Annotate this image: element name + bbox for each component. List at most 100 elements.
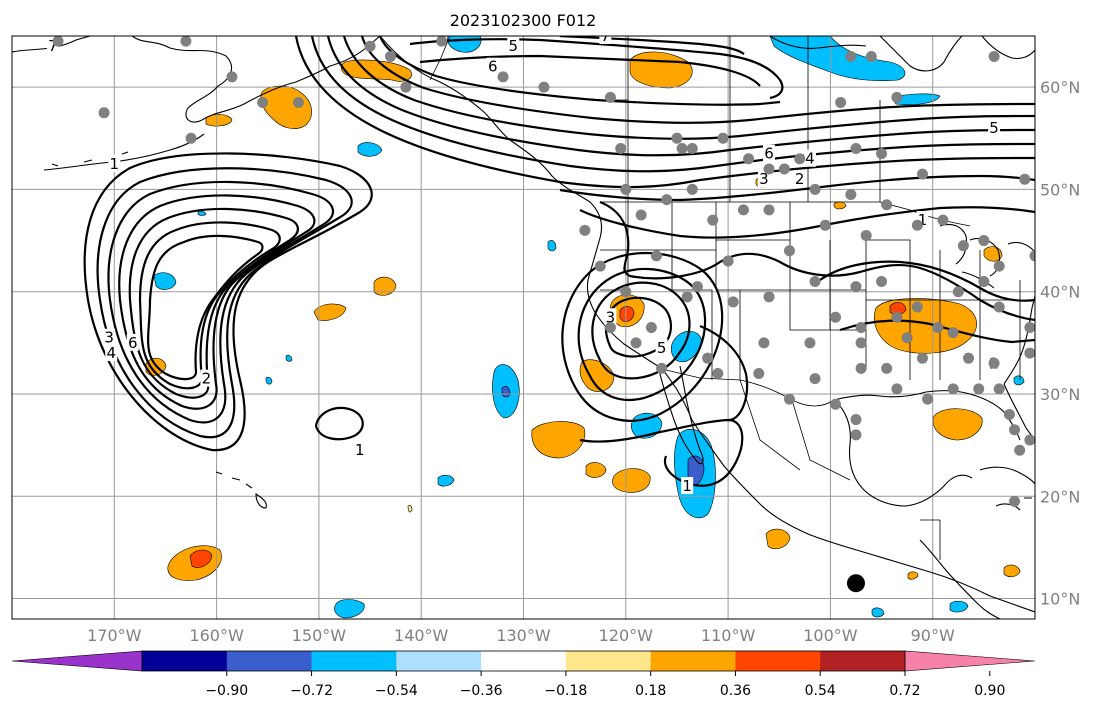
station-dot <box>778 163 790 175</box>
station-dot <box>758 337 770 349</box>
contour-jet-5 <box>360 36 1035 124</box>
station-dot <box>804 337 816 349</box>
positive-anomaly-patch <box>983 246 1003 262</box>
station-dot <box>1003 408 1015 420</box>
station-dot <box>497 71 509 83</box>
strong-positive-core <box>889 302 907 316</box>
negative-anomaly-patch <box>547 240 557 252</box>
longitude-label: 170°W <box>87 626 142 645</box>
latitude-label: 40°N <box>1040 283 1080 302</box>
contour-label: 6 <box>488 58 498 76</box>
station-dot <box>400 81 412 93</box>
station-dot <box>1024 322 1035 333</box>
contour-label: 1 <box>355 441 365 459</box>
positive-anomaly-patch <box>932 408 983 441</box>
contour-2-subtropical <box>699 324 749 422</box>
station-dot <box>712 368 724 380</box>
contour-label-bg <box>507 37 520 55</box>
contour-label-bg <box>105 344 118 362</box>
station-dot <box>783 245 795 257</box>
contour-top-7 <box>559 36 745 55</box>
contour-6-pacific <box>138 221 281 390</box>
contour-7-pacific <box>147 234 264 381</box>
positive-anomaly-patch <box>612 468 651 493</box>
contour-label-bg <box>486 57 499 75</box>
map-title: 2023102300 F012 <box>450 11 597 30</box>
station-dot <box>973 383 985 395</box>
contour-label: 1 <box>918 211 928 229</box>
station-dot <box>830 398 842 410</box>
station-dot <box>794 153 806 165</box>
positive-anomaly-patch <box>205 114 233 127</box>
contour-3-cutoff <box>577 267 707 402</box>
colorbar-segment <box>311 651 397 671</box>
alaska-coastline <box>12 36 381 123</box>
station-dot <box>661 194 673 206</box>
contour-label-bg <box>803 149 816 167</box>
station-dot <box>850 143 862 155</box>
station-dot <box>436 36 448 47</box>
station-dot <box>98 107 110 119</box>
station-dot <box>963 352 975 364</box>
negative-anomaly-patch <box>891 93 941 106</box>
colorbar: −0.90 −0.72 −0.54 −0.36 −0.18 0.18 0.36 0.54 0.7… <box>11 650 1036 699</box>
station-dot <box>932 322 944 333</box>
map-frame <box>11 35 1036 620</box>
station-dot <box>1009 424 1021 436</box>
colorbar-tick-label: −0.72 <box>290 683 333 699</box>
station-dot <box>645 322 657 333</box>
positive-anomaly-patch <box>531 421 586 459</box>
contour-label: 1 <box>682 477 692 495</box>
station-dot <box>620 286 632 298</box>
station-dot <box>993 383 1005 395</box>
contour-4-pacific <box>118 194 316 410</box>
latitude-tick-labels: 60°N 50°N 40°N 30°N 20°N 10°N <box>1040 78 1080 608</box>
colorbar-extend-low <box>11 650 143 672</box>
colorbar-segment <box>142 651 228 671</box>
strong-positive-core <box>189 549 213 568</box>
contour-label: 5 <box>989 119 999 137</box>
contour-label-bg <box>757 170 770 188</box>
station-dot <box>911 301 923 313</box>
station-dot <box>1029 250 1035 262</box>
coastlines <box>12 36 1035 619</box>
contour-label-bg <box>353 441 366 459</box>
contour-1-small-loop <box>314 406 364 441</box>
station-dot <box>292 96 304 108</box>
station-dot <box>855 322 867 333</box>
contour-5-cutoff <box>604 296 672 358</box>
negative-anomaly-patch <box>285 354 293 362</box>
contour-label-bg <box>988 119 1001 137</box>
station-dot <box>891 383 903 395</box>
station-dot <box>835 96 847 108</box>
contour-east-1 <box>819 260 1035 302</box>
station-dot <box>676 143 688 155</box>
longitude-label: 90°W <box>911 626 955 645</box>
station-dot <box>901 332 913 344</box>
station-dot <box>809 275 821 287</box>
station-dot <box>850 281 862 293</box>
us-west-coastline <box>586 237 693 421</box>
station-dot <box>1024 347 1035 359</box>
positive-anomaly-patch <box>1003 564 1021 578</box>
station-dot <box>1014 444 1026 456</box>
station-dot <box>845 189 857 201</box>
florida-east-coast <box>1003 295 1035 441</box>
station-dot <box>891 91 903 103</box>
station-dot <box>916 352 928 364</box>
colorbar-tick-label: 0.54 <box>805 683 836 699</box>
baja-california <box>657 365 704 465</box>
map-gridlines <box>12 36 1035 619</box>
longitude-label: 100°W <box>803 626 858 645</box>
contour-label-bg <box>200 369 213 387</box>
station-dot <box>855 362 867 374</box>
contour-label: 6 <box>764 145 774 163</box>
station-dot <box>615 143 627 155</box>
station-dot <box>988 357 1000 369</box>
station-dot <box>226 71 238 83</box>
contour-label: 3 <box>759 170 769 188</box>
station-dot <box>763 163 775 175</box>
contour-5-pacific <box>128 207 299 399</box>
station-dot <box>978 275 990 287</box>
positive-anomaly-patch <box>407 504 413 513</box>
